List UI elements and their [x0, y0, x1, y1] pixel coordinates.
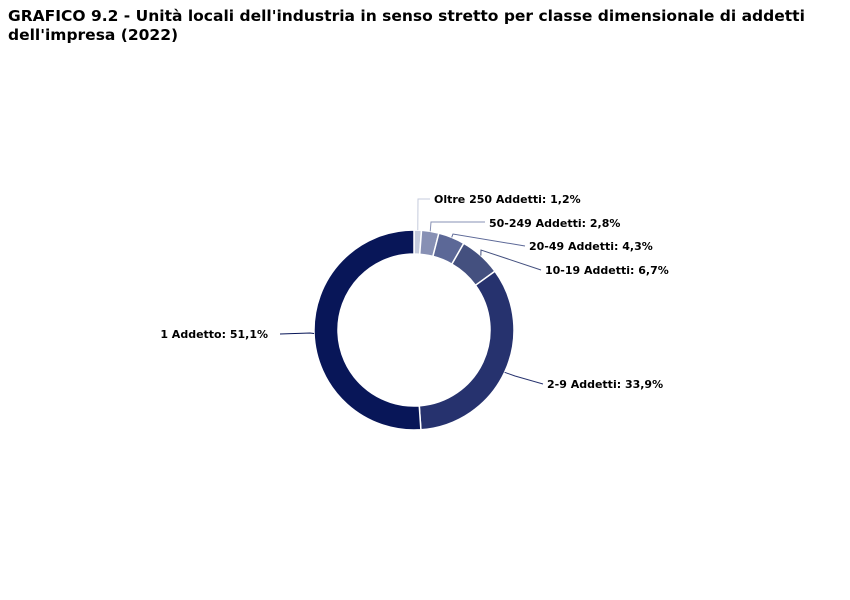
chart-title-line-1: GRAFICO 9.2 - Unità locali dell'industri…: [8, 7, 805, 25]
leader-line-4: [504, 371, 544, 385]
leader-line-5: [279, 332, 315, 335]
data-label-3: 10-19 Addetti: 6,7%: [545, 264, 669, 277]
leader-line-0: [417, 198, 430, 231]
chart-title: GRAFICO 9.2 - Unità locali dell'industri…: [8, 7, 838, 45]
data-label-5: 1 Addetto: 51,1%: [160, 328, 268, 341]
donut-slice-4[interactable]: [418, 270, 515, 431]
data-label-2: 20-49 Addetti: 4,3%: [529, 240, 653, 253]
chart-title-line-2: dell'impresa (2022): [8, 26, 179, 44]
data-label-1: 50-249 Addetti: 2,8%: [489, 217, 620, 230]
donut-slice-5[interactable]: [313, 229, 422, 431]
data-label-4: 2-9 Addetti: 33,9%: [547, 378, 663, 391]
leader-line-2: [451, 233, 526, 247]
data-label-0: Oltre 250 Addetti: 1,2%: [434, 193, 581, 206]
leader-line-3: [480, 249, 542, 271]
leader-line-1: [429, 221, 485, 232]
